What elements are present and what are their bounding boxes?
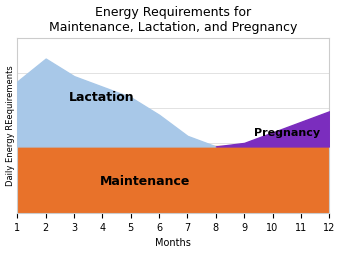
Text: Lactation: Lactation [69,91,134,104]
Title: Energy Requirements for
Maintenance, Lactation, and Pregnancy: Energy Requirements for Maintenance, Lac… [49,6,297,34]
X-axis label: Months: Months [155,239,191,248]
Y-axis label: Daily Energy REequirements: Daily Energy REequirements [5,65,15,186]
Text: Maintenance: Maintenance [100,175,190,188]
Text: Pregnancy: Pregnancy [254,128,320,138]
